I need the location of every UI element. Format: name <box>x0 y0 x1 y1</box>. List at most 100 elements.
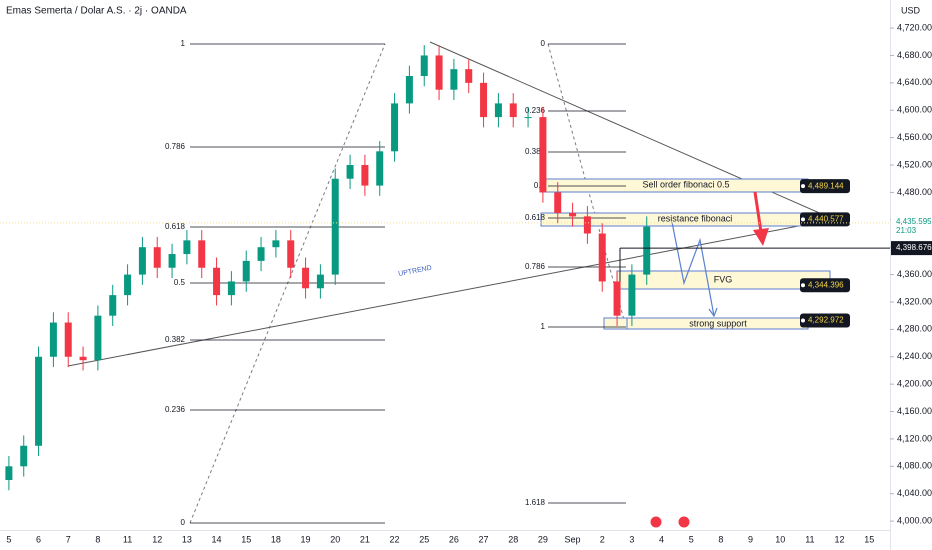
fib-label: 1 <box>541 322 546 331</box>
candle-body <box>613 281 621 316</box>
y-tick-label: 4,160.000 <box>897 406 932 416</box>
path-arrow <box>671 221 715 317</box>
candle-body <box>554 192 562 213</box>
price-tag-label: 4,489.144 <box>808 181 844 190</box>
fib-label: 0.236 <box>525 106 546 115</box>
candle-body <box>524 117 532 119</box>
price-tag-label: 4,344.396 <box>808 280 844 289</box>
x-tick-label: 15 <box>864 534 874 544</box>
price-tag-label: 4,292.972 <box>808 316 844 325</box>
x-tick-label: 18 <box>271 534 281 544</box>
x-tick-label: 6 <box>36 534 41 544</box>
candle-body <box>539 117 547 193</box>
x-tick-label: 5 <box>689 534 694 544</box>
tag-handle <box>800 282 806 289</box>
candle-body <box>20 445 28 467</box>
fib-label: 1 <box>181 39 186 48</box>
x-tick-label: 26 <box>449 534 459 544</box>
x-tick-label: 2 <box>600 534 605 544</box>
fib-label: 0.5 <box>174 278 186 287</box>
x-tick-label: 11 <box>805 534 814 544</box>
candle-body <box>35 356 43 446</box>
x-tick-label: 4 <box>659 534 664 544</box>
y-tick-label: 4,600.000 <box>897 105 932 115</box>
x-tick-label: 19 <box>301 534 311 544</box>
level-tag-label: 4,398.676 <box>896 243 932 252</box>
price-tag <box>800 313 850 328</box>
x-tick-label: 21 <box>360 534 370 544</box>
candle-body <box>49 322 57 357</box>
y-tick-label: 4,320.000 <box>897 296 932 306</box>
y-tick-label: 4,040.000 <box>897 488 932 498</box>
candle-body <box>94 315 102 361</box>
x-tick-label: 15 <box>241 534 251 544</box>
candle-body <box>124 274 132 296</box>
candle-body <box>509 103 517 118</box>
price-tag <box>800 278 850 293</box>
candle-body <box>227 281 235 296</box>
fib-label: 0 <box>541 39 546 48</box>
arrow-head <box>708 307 718 318</box>
fib-label: 0 <box>181 518 186 527</box>
currency: USD <box>901 5 921 15</box>
tag-handle <box>800 317 806 324</box>
x-tick-label: 10 <box>775 534 785 544</box>
x-tick-label: 5 <box>6 534 11 544</box>
x-tick-label: 14 <box>212 534 222 544</box>
y-tick-label: 4,080.000 <box>897 461 932 471</box>
countdown: 21:03 <box>896 226 917 235</box>
y-tick-label: 4,680.000 <box>897 50 932 60</box>
fib-label: 0.618 <box>525 213 546 222</box>
price-tag-label: 4,440.577 <box>808 215 844 224</box>
y-tick-label: 4,280.000 <box>897 324 932 334</box>
event-icon <box>649 515 663 529</box>
candle-body <box>494 103 502 118</box>
red-arrow-head <box>753 228 769 246</box>
fib-label: 1.618 <box>525 498 546 507</box>
level-tag <box>891 241 932 256</box>
candle-body <box>316 274 324 289</box>
x-tick-label: 27 <box>479 534 489 544</box>
y-tick-label: 4,720.000 <box>897 22 932 32</box>
y-tick-label: 4,200.000 <box>897 379 932 389</box>
candle-body <box>361 165 369 186</box>
x-tick-label: 22 <box>390 534 400 544</box>
x-tick-label: 12 <box>835 534 845 544</box>
x-tick-label: 13 <box>182 534 192 544</box>
y-tick-label: 4,520.000 <box>897 159 932 169</box>
candle-body <box>583 216 591 234</box>
candle-body <box>5 466 13 481</box>
y-tick-label: 4,240.000 <box>897 351 932 361</box>
candle-body <box>109 295 117 316</box>
y-tick-label: 4,360.000 <box>897 269 932 279</box>
x-tick-label: 8 <box>95 534 100 544</box>
fib-label: 0.786 <box>525 262 546 271</box>
candle-body <box>480 82 488 118</box>
candle-body <box>569 212 577 217</box>
x-tick-label: 9 <box>748 534 753 544</box>
chart-title: Emas Semerta / Dolar A.S. · 2j · OANDA <box>6 6 187 17</box>
candle-body <box>450 69 458 90</box>
y-tick-label: 4,480.000 <box>897 187 932 197</box>
y-tick-label: 4,120.000 <box>897 433 932 443</box>
x-tick-label: 29 <box>538 534 548 544</box>
y-tick-label: 4,000.000 <box>897 515 932 525</box>
zone-label: resistance fibonaci <box>658 213 733 223</box>
candle-body <box>257 247 265 261</box>
y-tick-label: 4,640.000 <box>897 77 932 87</box>
x-tick-label: 20 <box>330 534 340 544</box>
candle-body <box>435 55 443 90</box>
fib-label: 0.236 <box>165 405 186 414</box>
x-tick-label: 8 <box>718 534 723 544</box>
candle-body <box>331 178 339 275</box>
uptrend-line <box>67 217 841 367</box>
x-tick-label: 3 <box>629 534 634 544</box>
candle-body <box>391 103 399 152</box>
x-tick-label: 7 <box>66 534 71 544</box>
candle-body <box>420 55 428 77</box>
x-tick-label: 11 <box>123 534 132 544</box>
candle-body <box>405 76 413 104</box>
candle-body <box>153 247 161 268</box>
